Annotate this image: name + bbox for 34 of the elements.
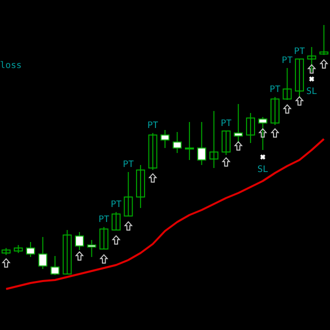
candlestick bbox=[62, 230, 72, 274]
candlestick bbox=[258, 116, 268, 150]
text: SL bbox=[257, 165, 268, 175]
candlestick bbox=[172, 132, 182, 154]
candlestick bbox=[160, 130, 170, 148]
text: PT bbox=[220, 119, 232, 129]
candlestick bbox=[270, 96, 280, 126]
candlestick bbox=[50, 256, 60, 276]
candlestick bbox=[124, 172, 133, 216]
text: PT bbox=[122, 160, 134, 170]
text: PT bbox=[270, 85, 280, 95]
candlestick bbox=[38, 236, 48, 270]
candlestick bbox=[197, 122, 206, 166]
text: SL bbox=[306, 87, 318, 97]
candlestick bbox=[99, 226, 108, 250]
candlestick bbox=[209, 110, 218, 168]
text: PT bbox=[294, 47, 305, 57]
text: PT bbox=[282, 56, 293, 66]
candlestick bbox=[282, 68, 292, 100]
annotation: loss bbox=[0, 61, 22, 71]
candlestick bbox=[319, 24, 328, 56]
candlestick bbox=[246, 112, 256, 144]
candlestick bbox=[148, 132, 158, 170]
text: PT bbox=[98, 215, 110, 225]
candlestick bbox=[136, 164, 146, 208]
candlestick bbox=[87, 240, 96, 258]
candlestick bbox=[222, 130, 231, 156]
candlestick bbox=[184, 122, 194, 160]
text: PT bbox=[147, 121, 158, 131]
candlestick bbox=[307, 46, 316, 72]
candlestick bbox=[26, 242, 36, 258]
candlestick bbox=[74, 232, 84, 250]
text: PT bbox=[110, 200, 122, 210]
candlestick bbox=[112, 212, 121, 230]
